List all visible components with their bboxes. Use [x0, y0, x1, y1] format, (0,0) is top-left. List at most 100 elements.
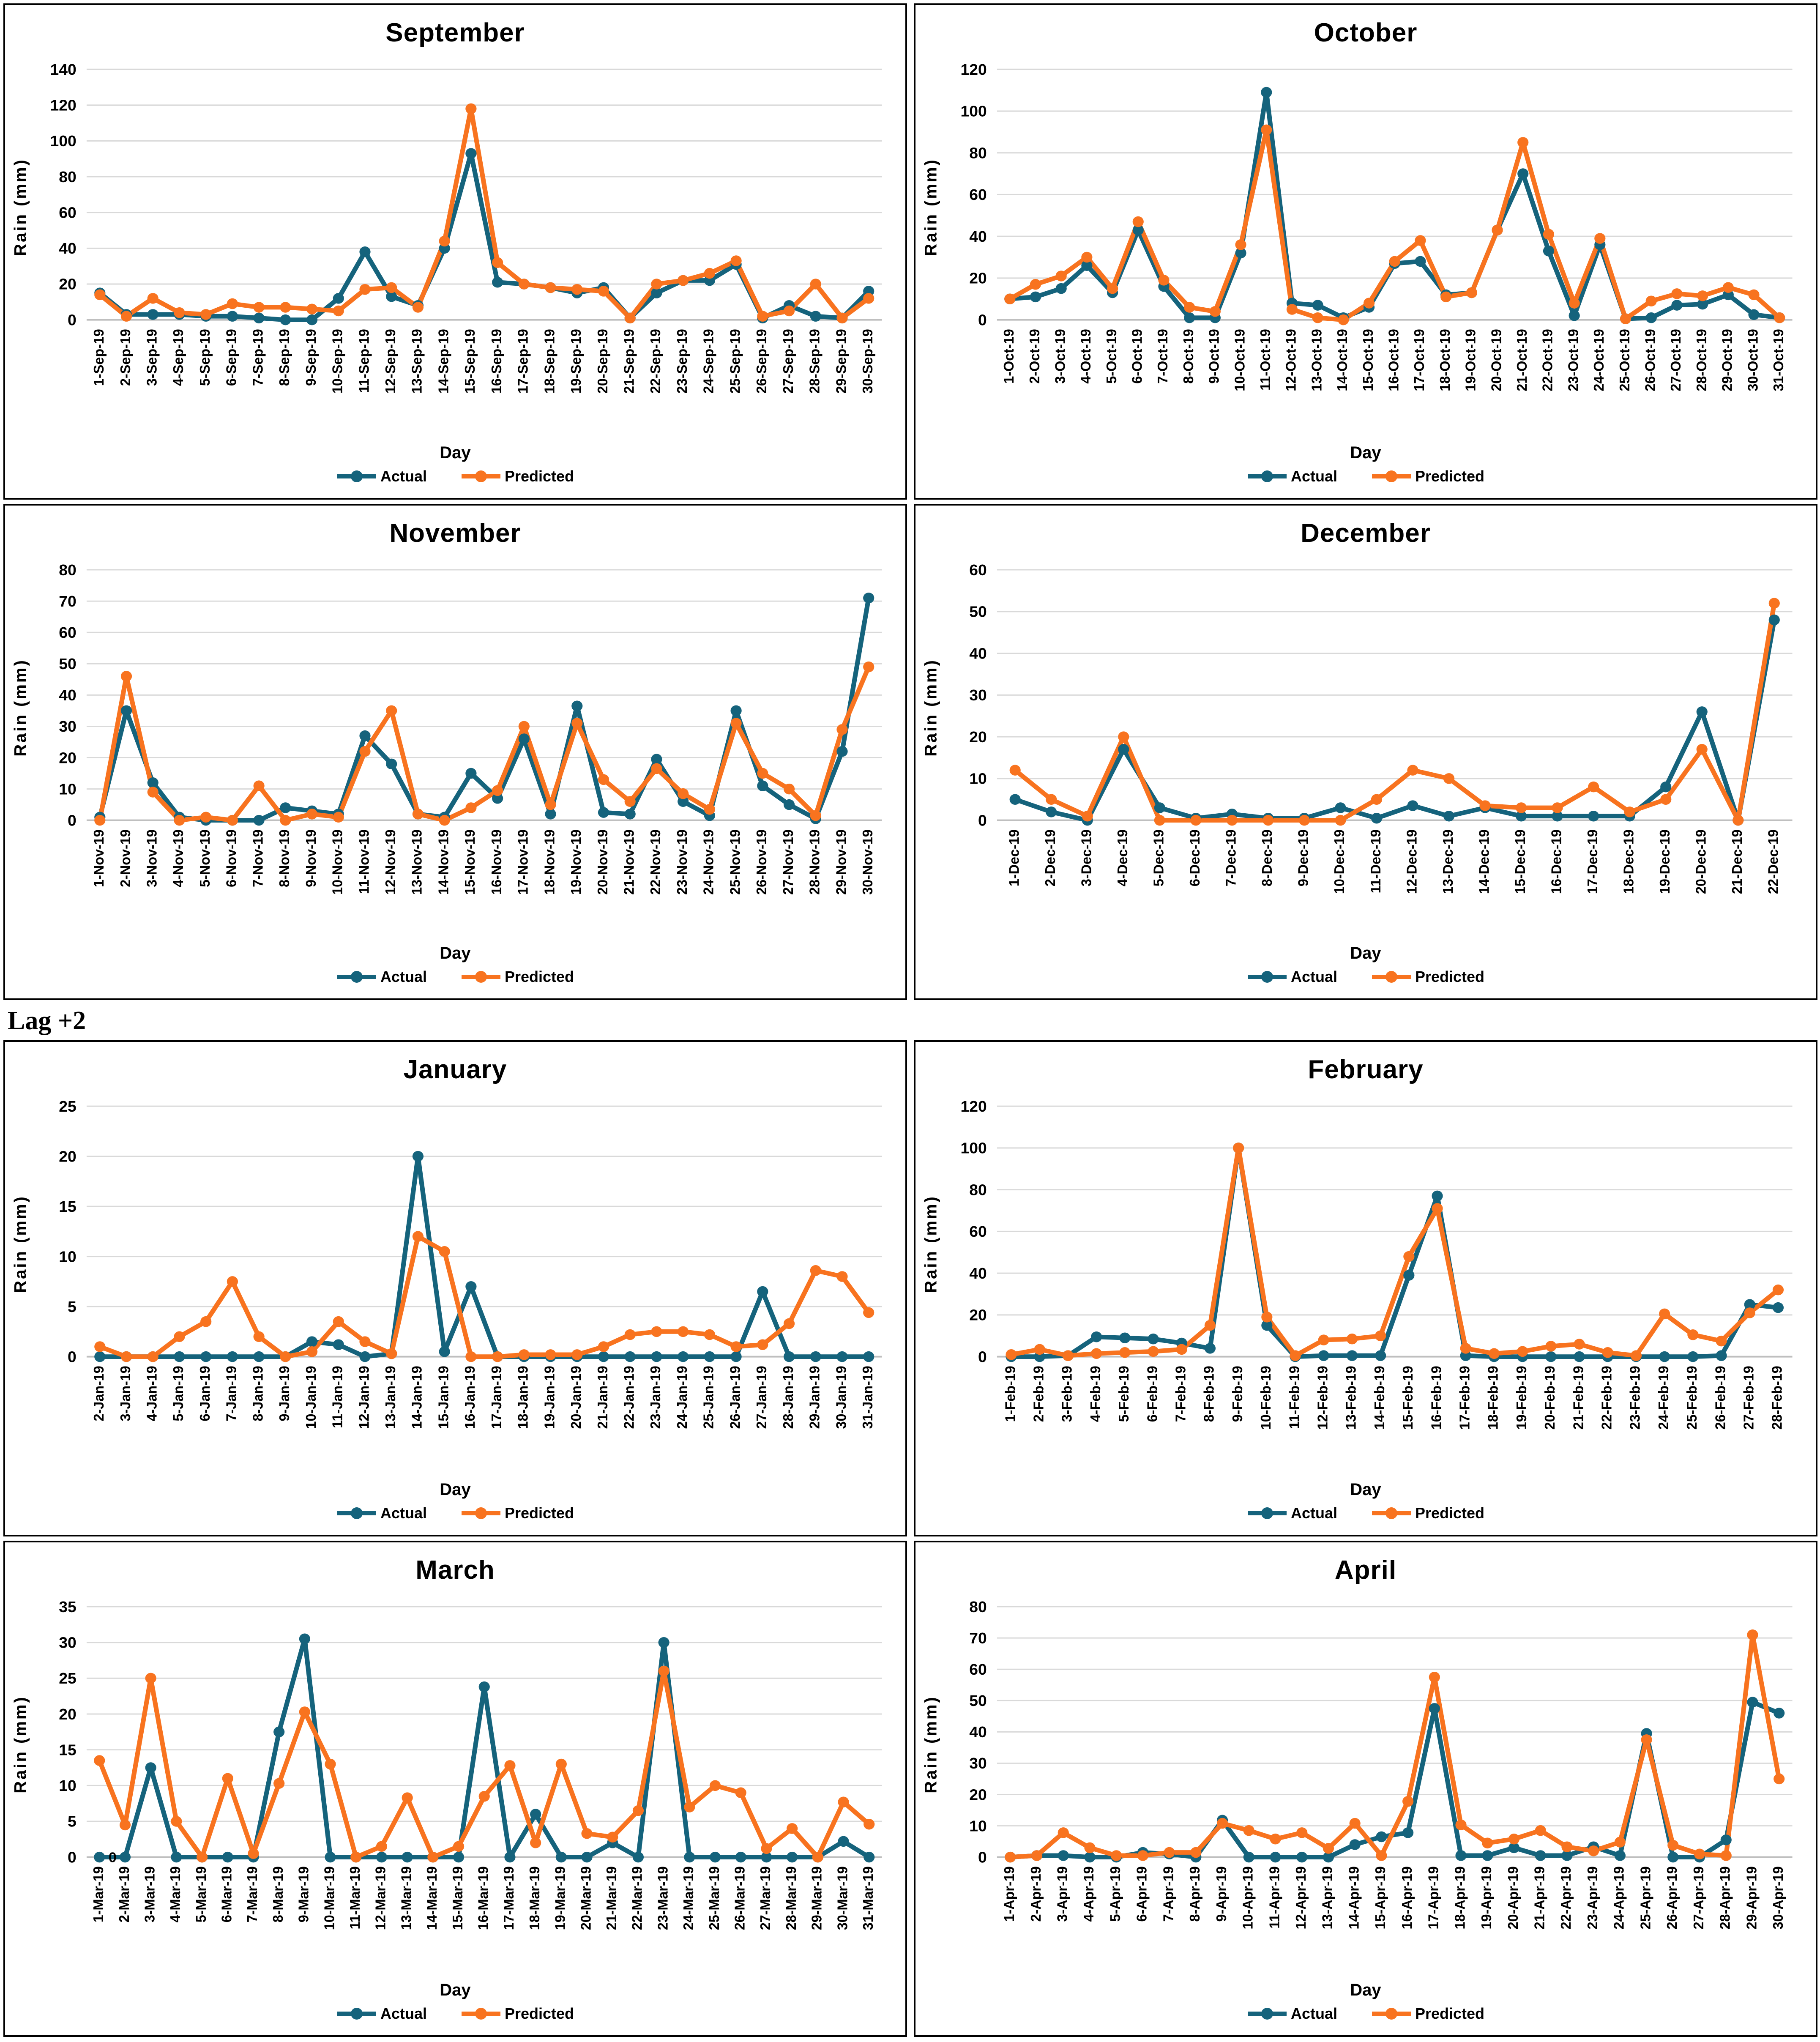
data-point-actual	[253, 312, 265, 324]
data-point-predicted	[836, 1271, 848, 1282]
data-point-actual	[1588, 811, 1599, 822]
x-tick-label: 18-Sep-19	[541, 329, 557, 394]
data-point-actual	[863, 592, 874, 604]
data-point-actual	[761, 1851, 772, 1863]
x-tick-label: 14-Sep-19	[435, 329, 451, 394]
data-point-predicted	[704, 268, 715, 279]
data-point-predicted	[1479, 800, 1491, 811]
x-tick-label: 22-Nov-19	[648, 829, 663, 895]
y-tick-label: 30	[59, 718, 76, 735]
data-point-actual	[222, 1851, 233, 1863]
y-tick-label: 35	[59, 1598, 76, 1615]
data-point-predicted	[1261, 1312, 1273, 1323]
x-tick-label: 6-Jan-19	[197, 1366, 213, 1421]
data-point-actual	[783, 1351, 795, 1362]
x-tick-label: 21-Sep-19	[621, 329, 637, 394]
data-point-predicted	[545, 1349, 556, 1360]
legend-item-actual: Actual	[1247, 467, 1337, 485]
data-point-predicted	[571, 284, 583, 295]
data-point-actual	[1055, 283, 1067, 294]
x-tick-label: 17-Sep-19	[515, 329, 530, 394]
data-point-predicted	[1432, 1203, 1443, 1214]
data-point-predicted	[1298, 815, 1310, 826]
legend-label: Actual	[1290, 2005, 1337, 2022]
legend-item-predicted: Predicted	[1371, 2005, 1484, 2023]
data-point-predicted	[730, 1341, 742, 1352]
data-point-predicted	[147, 787, 158, 798]
data-point-actual	[1432, 1190, 1443, 1202]
chart-body: Rain (mm) 0 10 20 30 40 50 60 1-Dec-19 2-Dec-19 3…	[915, 550, 1816, 944]
x-tick-label: 25-Apr-19	[1637, 1866, 1653, 1929]
x-tick-label: 15-Dec-19	[1512, 829, 1528, 894]
data-point-actual	[1296, 1851, 1308, 1863]
x-tick-label: 22-Apr-19	[1558, 1866, 1574, 1929]
x-tick-label: 10-Dec-19	[1331, 829, 1347, 894]
x-tick-label: 17-Nov-19	[515, 829, 530, 895]
data-point-predicted	[227, 298, 238, 309]
legend-marker-icon-actual	[1247, 470, 1287, 482]
x-tick-label: 21-Oct-19	[1514, 329, 1530, 391]
plot-area: 0 20 40 60 80 100 120 1-Feb-19 2-Feb-19 3-Feb-19 4…	[961, 1098, 1793, 1430]
y-tick-label: 70	[969, 1629, 987, 1646]
data-point-predicted	[757, 768, 768, 779]
data-point-predicted	[1488, 1348, 1500, 1359]
y-tick-label: 60	[969, 186, 987, 203]
data-point-predicted	[1176, 1344, 1187, 1355]
y-tick-label: 0	[68, 1849, 77, 1866]
legend-marker-icon-predicted	[1372, 1507, 1411, 1519]
x-tick-label: 7-Mar-19	[244, 1866, 260, 1922]
data-point-predicted	[253, 1331, 265, 1342]
data-point-predicted	[1004, 293, 1016, 305]
x-tick-label: 17-Feb-19	[1457, 1366, 1472, 1430]
chart-grid-top: September Rain (mm) 0 20 40 60 80 100 120 140 1-…	[3, 3, 1817, 1000]
x-tick-label: 31-Jan-19	[860, 1366, 875, 1429]
plot-wrap: 0 10 20 30 40 50 60 70 80 1-Apr-19 2-Apr-19 3-Apr-1…	[947, 1587, 1816, 1981]
data-point-actual	[863, 1351, 874, 1362]
x-tick-label: 4-Mar-19	[167, 1866, 183, 1922]
data-point-actual	[1543, 245, 1555, 257]
legend-item-predicted: Predicted	[461, 2005, 574, 2023]
data-point-actual	[1545, 1351, 1557, 1362]
data-point-actual	[864, 1851, 875, 1863]
data-point-predicted	[1389, 256, 1400, 267]
data-point-predicted	[1349, 1818, 1361, 1829]
data-point-predicted	[306, 1346, 318, 1357]
data-point-predicted	[651, 763, 662, 774]
data-point-actual	[1768, 614, 1780, 626]
x-tick-label: 21-Feb-19	[1570, 1366, 1586, 1430]
data-point-actual	[227, 311, 238, 322]
x-tick-label: 11-Nov-19	[356, 829, 372, 894]
data-point-predicted	[864, 1819, 875, 1830]
data-point-predicted	[1118, 731, 1129, 742]
data-point-actual	[1261, 1320, 1273, 1331]
data-point-actual	[1748, 309, 1760, 320]
x-tick-label: 9-Mar-19	[295, 1866, 311, 1922]
x-tick-label: 11-Dec-19	[1367, 829, 1383, 893]
x-tick-label: 1-Nov-19	[91, 829, 107, 887]
data-point-actual	[1204, 1343, 1216, 1354]
x-tick-label: 17-Mar-19	[501, 1866, 516, 1930]
x-tick-label: 13-Oct-19	[1309, 329, 1324, 391]
x-tick-label: 16-Nov-19	[488, 829, 504, 895]
data-point-predicted	[1660, 794, 1672, 805]
y-tick-label: 80	[969, 1598, 987, 1615]
x-tick-label: 26-Oct-19	[1642, 329, 1658, 391]
y-tick-label: 10	[59, 1248, 76, 1265]
data-point-actual	[1774, 1708, 1785, 1719]
x-tick-label: 17-Apr-19	[1425, 1866, 1441, 1929]
data-point-actual	[730, 1351, 742, 1362]
x-tick-label: 13-Nov-19	[409, 829, 424, 895]
data-point-actual	[1270, 1851, 1281, 1863]
data-point-predicted	[1722, 282, 1734, 293]
data-point-predicted	[439, 1246, 450, 1257]
x-tick-label: 15-Jan-19	[435, 1366, 451, 1429]
y-tick-label: 20	[59, 749, 76, 766]
data-point-predicted	[227, 815, 238, 826]
chart-body: Rain (mm) 0 20 40 60 80 100 120 1-Oct-19 2-Oct-1…	[915, 49, 1816, 443]
data-point-predicted	[1046, 794, 1057, 805]
legend-item-actual: Actual	[336, 1504, 427, 1522]
x-tick-label: 6-Sep-19	[223, 329, 239, 386]
data-point-actual	[1119, 1332, 1131, 1343]
data-point-predicted	[174, 815, 185, 826]
legend-label: Predicted	[1415, 467, 1485, 485]
